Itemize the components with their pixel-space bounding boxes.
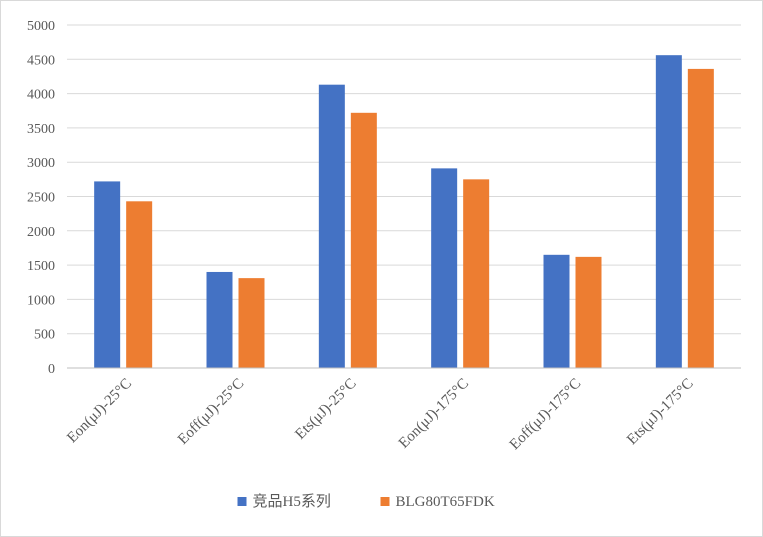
bar-series-1: [543, 254, 570, 368]
bar-series-2: [126, 201, 153, 368]
x-tick-label: Ets(μJ)-175°C: [624, 376, 697, 449]
y-tick-label: 3000: [27, 156, 55, 171]
bars: [94, 55, 714, 369]
y-tick-label: 4000: [27, 88, 55, 103]
y-tick-label: 1000: [27, 293, 55, 308]
legend-swatch: [380, 497, 390, 506]
y-axis-ticks: 0 500 1000 1500 2000 2500 3000 3500 4000 4500 5000: [27, 19, 55, 377]
gridlines: [67, 24, 741, 335]
bar-series-2: [238, 278, 265, 368]
y-tick-label: 2500: [27, 191, 55, 206]
y-tick-label: 0: [48, 362, 55, 377]
x-tick-label: Eon(μJ)-175°C: [396, 376, 472, 452]
bar-series-1: [431, 168, 458, 368]
bar-series-1: [206, 271, 233, 368]
x-tick-label: Eoff(μJ)-175°C: [507, 376, 585, 454]
legend-label: BLG80T65FDK: [396, 494, 495, 510]
y-tick-label: 500: [34, 328, 55, 343]
bar-series-2: [687, 68, 714, 369]
legend: 竞品H5系列 BLG80T65FDK: [237, 492, 495, 510]
y-tick-label: 1500: [27, 259, 55, 274]
bar-series-1: [94, 181, 121, 368]
y-tick-label: 2000: [27, 225, 55, 240]
bar-series-2: [463, 179, 490, 368]
x-tick-label: Eon(μJ)-25°C: [64, 376, 135, 447]
bar-series-1: [655, 55, 682, 369]
x-tick-label: Eoff(μJ)-25°C: [175, 376, 247, 448]
bar-series-1: [318, 84, 345, 368]
bar-series-2: [575, 256, 602, 368]
bar-series-2: [350, 112, 377, 368]
y-tick-label: 5000: [27, 19, 55, 34]
category-labels: Eon(μJ)-25°C Eoff(μJ)-25°C Ets(μJ)-25°C Eon…: [64, 376, 696, 454]
legend-swatch: [237, 497, 247, 506]
x-tick-label: Ets(μJ)-25°C: [292, 376, 359, 443]
legend-label: 竞品H5系列: [253, 492, 331, 510]
y-tick-label: 3500: [27, 122, 55, 137]
y-tick-label: 4500: [27, 53, 55, 68]
